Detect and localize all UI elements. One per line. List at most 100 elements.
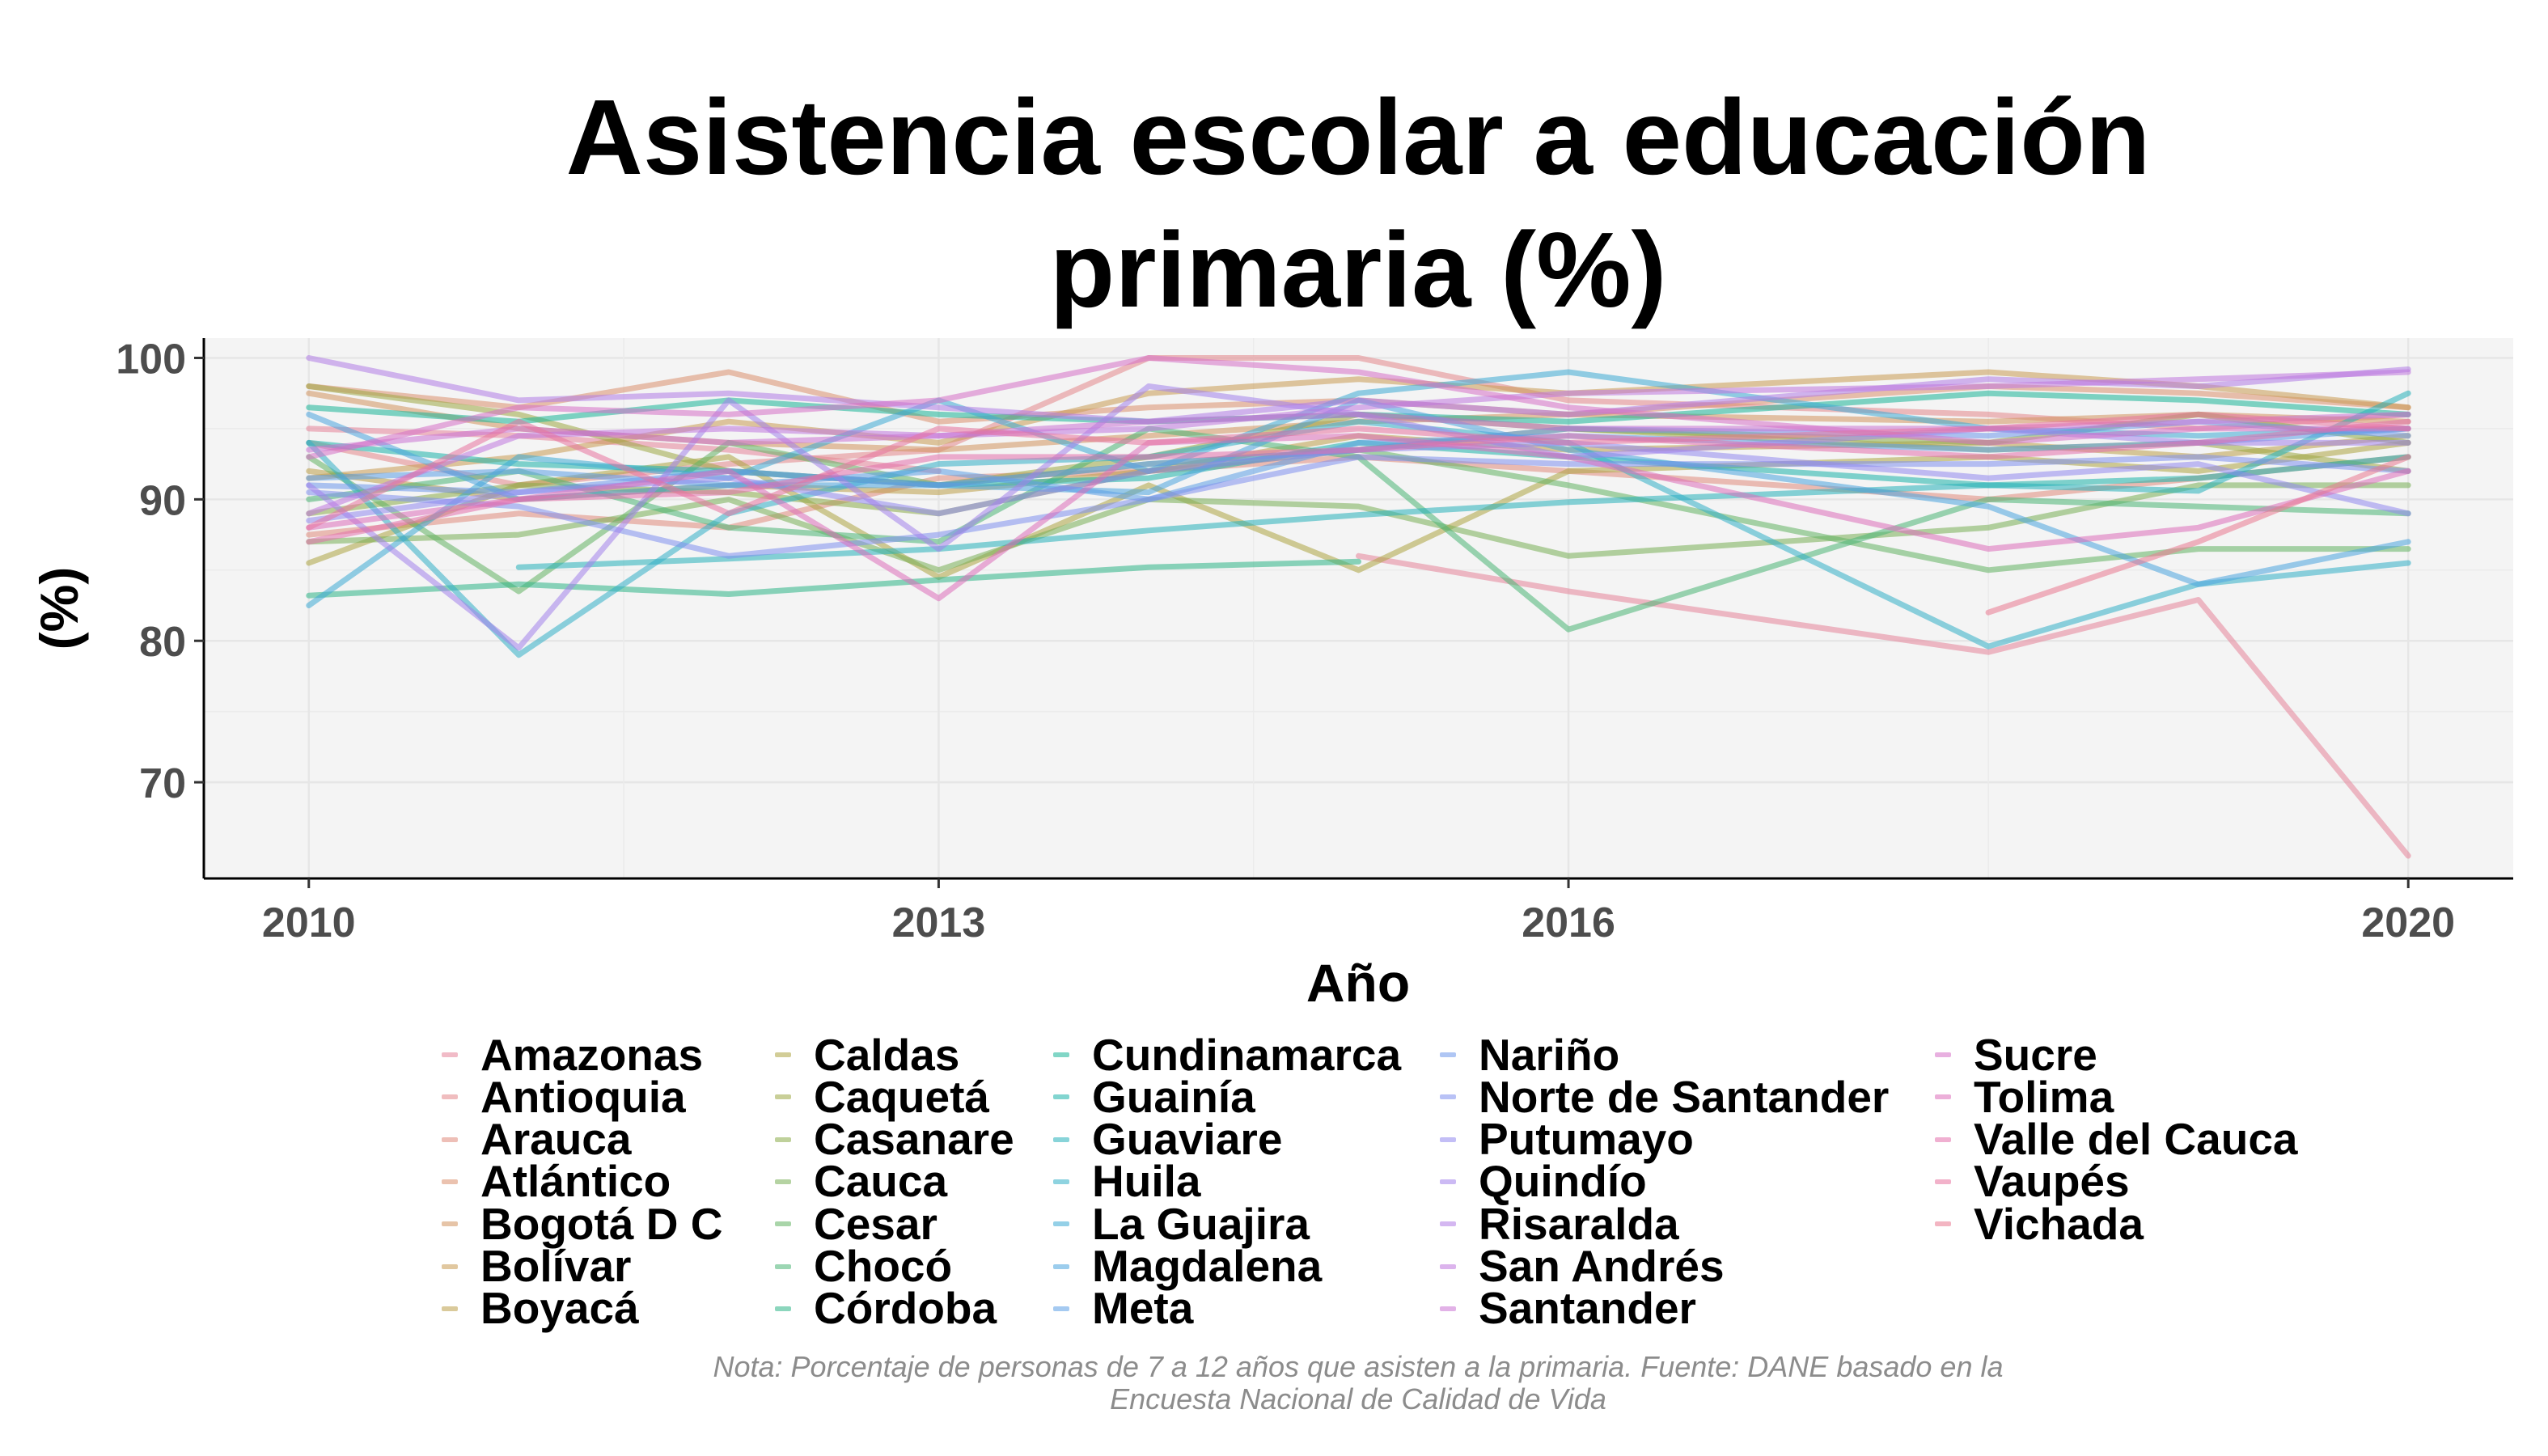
legend-item: Amazonas <box>434 1032 703 1077</box>
legend-label: Santander <box>1479 1283 1696 1334</box>
series-line-30 <box>306 418 2411 545</box>
legend-item: Casanare <box>767 1117 1014 1162</box>
legend-key <box>442 1263 458 1269</box>
series-line-16 <box>515 390 2411 570</box>
chart-title-line-2: primaria (%) <box>1049 210 1667 329</box>
y-tick-label: 100 <box>116 336 186 383</box>
legend-key <box>1935 1179 1951 1184</box>
x-tick-label: 2013 <box>892 899 986 946</box>
series-line-7 <box>306 439 2411 580</box>
legend-item: Córdoba <box>767 1283 997 1334</box>
legend-label: Sucre <box>1974 1029 2097 1080</box>
x-tick-label: 2016 <box>1522 899 1615 946</box>
legend-key <box>1935 1094 1951 1100</box>
legend-key <box>1053 1179 1069 1184</box>
series-line-32 <box>1985 454 2411 616</box>
legend-item: Cesar <box>767 1198 938 1249</box>
legend-key <box>442 1221 458 1227</box>
series-layer <box>306 355 2411 859</box>
legend-key <box>775 1052 791 1057</box>
legend-item: San Andrés <box>1432 1241 1725 1291</box>
legend-label: Guainía <box>1092 1071 1255 1122</box>
legend-item: Nariño <box>1432 1029 1620 1080</box>
legend-key <box>1440 1136 1456 1142</box>
legend-key <box>442 1306 458 1311</box>
series-line-29 <box>306 433 2411 602</box>
legend-label: Putumayo <box>1479 1114 1694 1165</box>
axis-layer: 70 80 90 100 2010 2013 2016 2020 <box>116 336 2455 946</box>
series-line-27 <box>306 411 2411 453</box>
x-axis-title: Año <box>1306 953 1410 1013</box>
series-line-12 <box>306 425 2411 633</box>
legend-label: Valle del Cauca <box>1974 1114 2298 1165</box>
legend-key <box>775 1094 791 1100</box>
y-tick-label: 70 <box>139 760 186 807</box>
legend-label: Caquetá <box>814 1071 989 1122</box>
grid-layer <box>204 338 2513 878</box>
legend-item: Vichada <box>1927 1198 2144 1249</box>
y-tick-label: 90 <box>139 477 186 524</box>
legend-item: Caquetá <box>767 1071 989 1122</box>
legend-item: Putumayo <box>1432 1114 1694 1165</box>
legend-key <box>442 1179 458 1184</box>
legend-item: Huila <box>1045 1156 1201 1207</box>
legend-key <box>1935 1136 1951 1142</box>
legend-item: Bolívar <box>434 1241 632 1291</box>
legend-item: Guainía <box>1045 1071 1255 1122</box>
legend-label: Guaviare <box>1092 1114 1283 1165</box>
legend-label: Cesar <box>814 1198 938 1249</box>
legend-key <box>1440 1179 1456 1184</box>
legend-key <box>1053 1221 1069 1227</box>
legend-label: Bolívar <box>480 1241 632 1291</box>
legend-key <box>775 1306 791 1311</box>
legend-item: Chocó <box>767 1244 952 1289</box>
legend-item: Vaupés <box>1927 1159 2130 1204</box>
legend-key <box>1440 1094 1456 1100</box>
legend-label: Meta <box>1092 1283 1194 1334</box>
y-axis-title: (%) <box>29 567 89 650</box>
x-tick-label: 2010 <box>262 899 356 946</box>
series-line-31 <box>306 411 2411 531</box>
series-line-20 <box>306 425 2411 502</box>
legend-label: San Andrés <box>1479 1241 1725 1291</box>
series-line-3 <box>306 369 2411 425</box>
legend-item: Valle del Cauca <box>1927 1114 2298 1165</box>
legend-key <box>775 1179 791 1184</box>
series-line-21 <box>306 418 2411 496</box>
legend-item: La Guajira <box>1045 1201 1310 1246</box>
legend-label: Cundinamarca <box>1092 1029 1402 1080</box>
series-line-19 <box>306 397 2411 587</box>
legend-item: Sucre <box>1927 1029 2097 1080</box>
legend-key <box>442 1094 458 1100</box>
legend-label: Vichada <box>1974 1198 2144 1249</box>
legend-label: Antioquia <box>480 1071 686 1122</box>
legend-item: Norte de Santander <box>1432 1074 1889 1119</box>
y-tick-label: 80 <box>139 619 186 666</box>
legend-label: Nariño <box>1479 1029 1620 1080</box>
legend-item: Guaviare <box>1045 1114 1283 1165</box>
x-tick-label: 2020 <box>2361 899 2455 946</box>
legend-key <box>1440 1263 1456 1269</box>
legend-label: Boyacá <box>480 1283 639 1334</box>
legend-key <box>1935 1052 1951 1057</box>
series-line-5 <box>306 369 2411 481</box>
caption-line-2: Encuesta Nacional de Calidad de Vida <box>1110 1382 1606 1416</box>
series-line-13 <box>306 558 1361 599</box>
legend-key <box>442 1136 458 1142</box>
legend-item: Arauca <box>434 1117 631 1162</box>
legend-label: Córdoba <box>814 1283 997 1334</box>
legend-key <box>775 1136 791 1142</box>
legend-item: Cundinamarca <box>1045 1029 1402 1080</box>
legend-item: Bogotá D C <box>434 1201 722 1246</box>
legend-label: Risaralda <box>1479 1198 1679 1249</box>
caption-line-1: Nota: Porcentaje de personas de 7 a 12 a… <box>713 1350 2004 1383</box>
legend-label: Huila <box>1092 1156 1201 1207</box>
legend-item: Santander <box>1432 1283 1696 1334</box>
legend-label: Tolima <box>1974 1071 2114 1122</box>
legend-item: Caldas <box>767 1032 959 1077</box>
series-line-28 <box>306 355 2411 460</box>
legend-label: Atlántico <box>480 1156 671 1207</box>
legend-item: Tolima <box>1927 1071 2114 1122</box>
legend-label: Quindío <box>1479 1156 1647 1207</box>
